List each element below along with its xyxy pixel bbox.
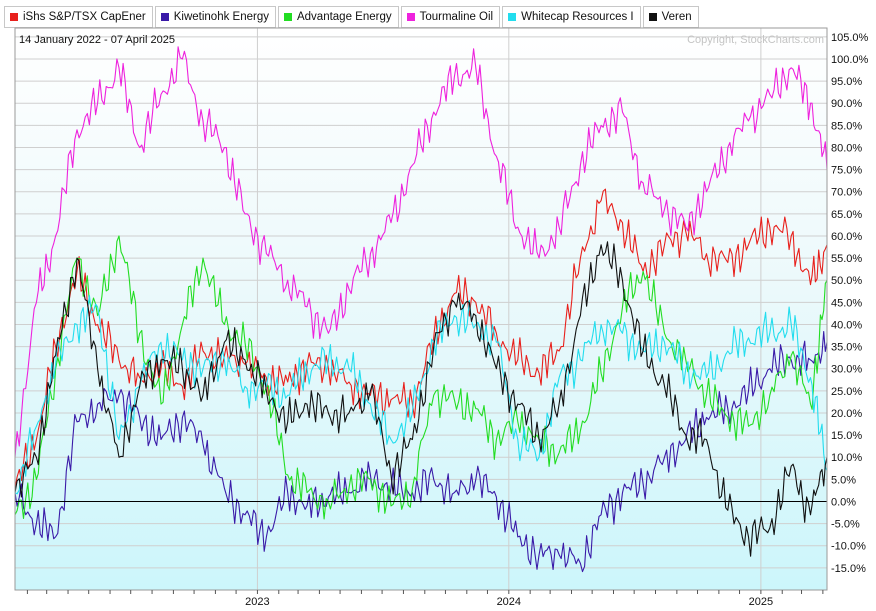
x-tick-label: 2023 <box>245 596 269 608</box>
series-line-tourmaline-oil <box>15 46 827 458</box>
plot-border <box>14 27 828 591</box>
x-tick-label: 2024 <box>497 596 521 608</box>
y-tick-label: 30.0% <box>831 364 862 376</box>
y-tick-label: 60.0% <box>831 231 862 243</box>
y-tick-label: 70.0% <box>831 187 862 199</box>
y-tick-label: 100.0% <box>831 54 869 66</box>
legend-label: iShs S&P/TSX CapEner <box>23 11 146 23</box>
legend-item: Veren <box>642 6 699 28</box>
y-tick-label: 15.0% <box>831 430 862 442</box>
y-tick-label: 90.0% <box>831 98 862 110</box>
x-axis: 2023 2024 2025 <box>26 590 824 608</box>
series-layer <box>15 46 827 573</box>
y-tick-label: 0.0% <box>831 496 856 508</box>
y-tick-label: 80.0% <box>831 142 862 154</box>
y-tick-label: -10.0% <box>831 541 866 553</box>
legend-label: Veren <box>661 11 692 23</box>
y-tick-label: 50.0% <box>831 275 862 287</box>
series-line-whitecap-resources-i <box>15 294 827 495</box>
legend-label: Advantage Energy <box>296 11 392 23</box>
y-tick-label: 75.0% <box>831 165 862 177</box>
legend-label: Tourmaline Oil <box>419 11 494 23</box>
legend-label: Whitecap Resources I <box>521 11 634 23</box>
y-axis: 105.0% 100.0% 95.0% 90.0% 85.0% 80.0% 75.0% 70.… <box>831 32 869 575</box>
series-line-ishs-s-p-tsx-capener <box>15 188 827 489</box>
legend-swatch <box>10 13 18 21</box>
x-tick-label: 2025 <box>749 596 773 608</box>
legend-swatch <box>648 13 657 21</box>
legend-swatch <box>406 13 415 21</box>
y-tick-label: 35.0% <box>831 342 862 354</box>
y-tick-label: 40.0% <box>831 319 862 331</box>
y-tick-label: 45.0% <box>831 297 862 309</box>
y-tick-label: -5.0% <box>831 519 860 531</box>
legend-swatch <box>160 13 169 21</box>
series-line-advantage-energy <box>15 235 827 520</box>
legend-swatch <box>508 13 517 21</box>
series-line-veren <box>15 241 827 557</box>
y-tick-label: 95.0% <box>831 76 862 88</box>
legend-item: Kiwetinohk Energy <box>154 6 276 28</box>
legend-swatch <box>283 13 292 21</box>
legend-label: Kiwetinohk Energy <box>173 11 269 23</box>
y-tick-label: 5.0% <box>831 474 856 486</box>
y-tick-label: 55.0% <box>831 253 862 265</box>
copyright: Copyright, StockCharts.com <box>687 34 824 46</box>
legend-item: Whitecap Resources I <box>502 6 641 28</box>
y-tick-label: 25.0% <box>831 386 862 398</box>
series-line-kiwetinohk-energy <box>15 331 827 573</box>
y-tick-label: 65.0% <box>831 209 862 221</box>
date-range: 14 January 2022 - 07 April 2025 <box>19 34 175 46</box>
y-tick-label: -15.0% <box>831 563 866 575</box>
y-tick-label: 20.0% <box>831 408 862 420</box>
plot-background <box>15 28 827 590</box>
y-tick-label: 85.0% <box>831 120 862 132</box>
y-tick-label: 10.0% <box>831 452 862 464</box>
y-tick-label: 105.0% <box>831 32 869 44</box>
